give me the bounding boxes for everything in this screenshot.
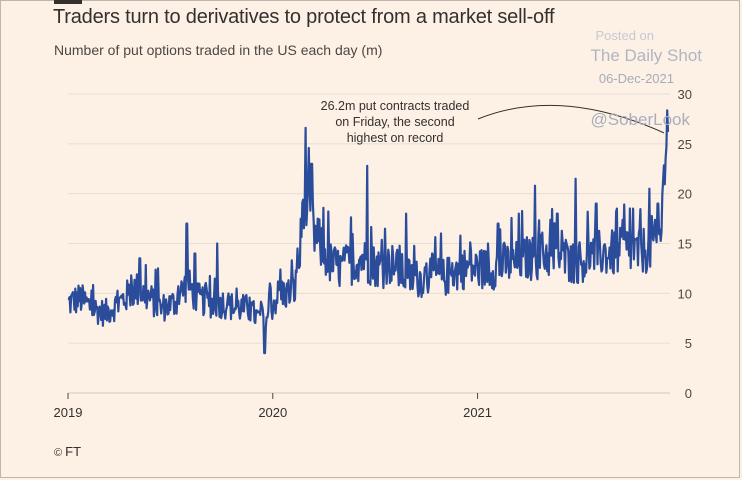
y-tick-label-0: 0 <box>685 386 692 401</box>
source-credit: © FT <box>54 444 81 459</box>
chart-title: Traders turn to derivatives to protect f… <box>53 6 555 28</box>
y-tick-label-20: 20 <box>678 187 692 202</box>
chart-subtitle: Number of put options traded in the US e… <box>54 42 383 58</box>
watermark-handle: @SoberLook <box>590 110 691 129</box>
watermark-brand: The Daily Shot <box>590 46 703 65</box>
x-tick-label-2019: 2019 <box>54 405 83 420</box>
y-tick-label-15: 15 <box>678 237 692 252</box>
y-tick-label-10: 10 <box>678 286 692 301</box>
ft-accent-bar <box>54 0 82 4</box>
chart-annotation: 26.2m put contracts traded on Friday, th… <box>320 99 470 145</box>
copyright-icon: © <box>54 447 66 459</box>
series-line-put-options <box>67 109 670 355</box>
annotation-connector <box>477 104 665 134</box>
watermark-date: 06-Dec-2021 <box>598 71 674 86</box>
watermark-posted-on: Posted on <box>595 28 654 43</box>
x-tick-label-2021: 2021 <box>463 405 492 420</box>
y-tick-label-5: 5 <box>685 336 692 351</box>
y-tick-label-30: 30 <box>678 87 692 102</box>
x-tick-label-2020: 2020 <box>258 405 287 420</box>
source-label: FT <box>65 444 82 459</box>
y-tick-label-25: 25 <box>678 137 692 152</box>
